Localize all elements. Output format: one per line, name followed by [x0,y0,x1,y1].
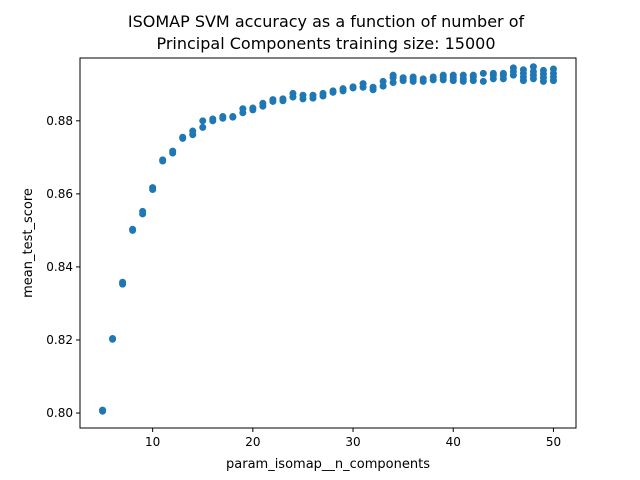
data-point [509,64,517,72]
data-point [319,89,327,97]
data-point [109,335,117,343]
data-point [409,73,417,81]
x-axis-label: param_isomap__n_components [226,457,430,472]
data-point [369,83,377,91]
chart-title-line-2: Principal Components training size: 1500… [156,34,495,53]
y-tick-label: 0.84 [46,260,73,274]
x-tick-label: 50 [546,435,561,449]
data-point [299,91,307,99]
data-point [249,104,257,112]
y-tick-label: 0.86 [46,187,73,201]
x-tick-label: 10 [145,435,160,449]
x-tick-label: 40 [446,435,461,449]
data-point [359,80,367,88]
data-point [189,127,197,135]
data-point [379,77,387,85]
data-point [129,225,137,233]
chart-title-line-1: ISOMAP SVM accuracy as a function of num… [128,12,525,31]
data-point [389,71,397,79]
data-point [209,115,217,123]
data-point [99,406,107,414]
data-point [469,71,477,79]
data-point [399,74,407,82]
data-point [279,95,287,103]
data-point [139,207,147,215]
data-point [549,65,557,73]
data-point [179,133,187,141]
data-point [289,89,297,97]
data-point [429,73,437,81]
data-point [539,66,547,74]
y-tick-label: 0.82 [46,333,73,347]
data-point [479,69,487,77]
data-point [449,71,457,79]
data-point [459,71,467,79]
data-point [349,83,357,91]
data-point [159,156,167,164]
plot-area-frame [79,57,577,429]
data-point [499,69,507,77]
y-tick-label: 0.88 [46,114,73,128]
data-point [529,63,537,71]
y-axis-ticks: 0.80 0.82 0.84 0.86 0.88 [46,114,80,420]
data-point [119,278,127,286]
y-axis-label: mean_test_score [21,188,36,298]
data-point [309,91,317,99]
data-point [199,123,207,131]
data-point [239,105,247,113]
y-tick-label: 0.80 [46,406,73,420]
data-point [419,75,427,83]
data-point [329,87,337,95]
data-point [219,112,227,120]
data-point [169,147,177,155]
data-point [149,184,157,192]
data-point [479,77,487,85]
data-point [439,71,447,79]
x-tick-label: 20 [245,435,260,449]
data-point [199,117,207,125]
x-tick-label: 30 [345,435,360,449]
data-point [519,66,527,74]
data-points [99,63,557,415]
data-point [489,69,497,77]
data-point [269,96,277,104]
data-point [229,112,237,120]
x-axis-ticks: 10 20 30 40 50 [145,428,561,449]
data-point [259,99,267,107]
data-point [339,85,347,93]
